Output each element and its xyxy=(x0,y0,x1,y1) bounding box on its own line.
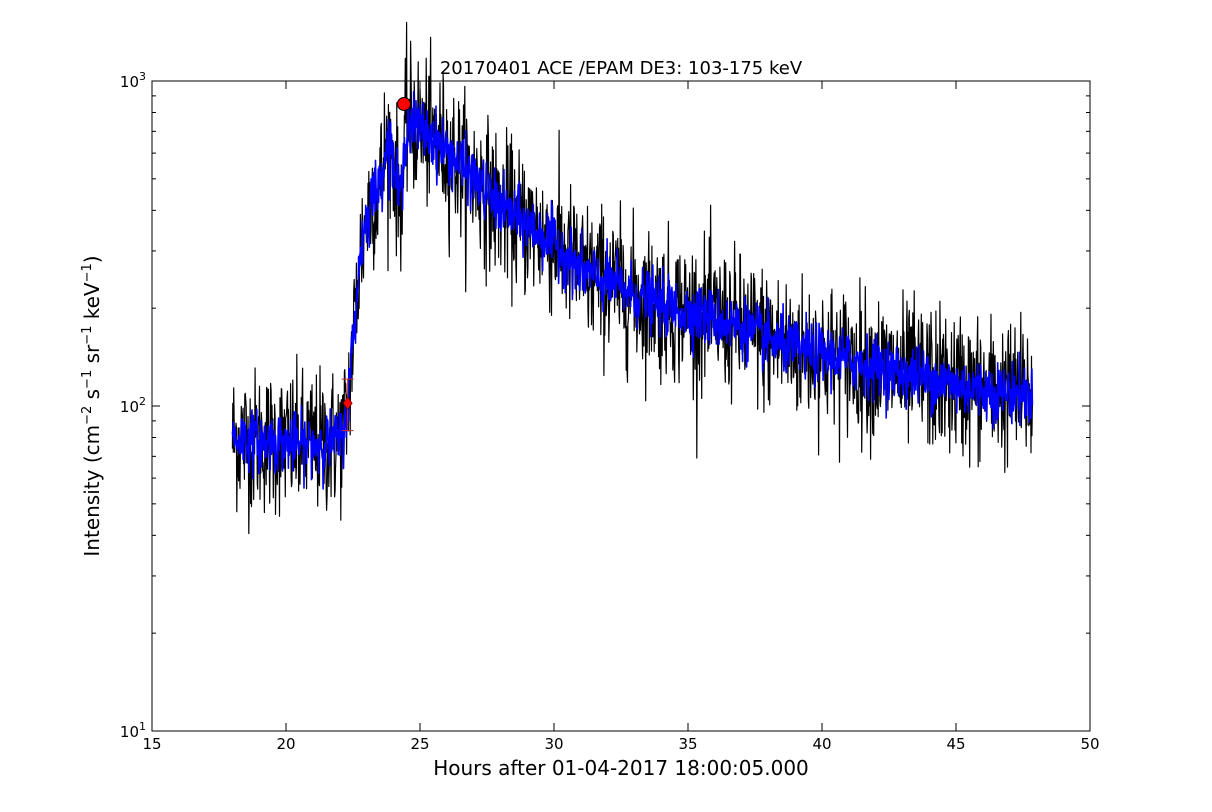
y-axis-label: Intensity (cm−2 s−1 sr−1 keV−1) xyxy=(80,255,104,556)
peak-marker xyxy=(396,96,411,111)
x-tick-label: 50 xyxy=(1080,735,1099,753)
x-axis: 15 20 25 30 35 40 45 50 xyxy=(142,81,1100,753)
y-tick-label: 101 xyxy=(120,720,146,741)
x-tick-label: 35 xyxy=(678,735,697,753)
x-tick-label: 45 xyxy=(946,735,965,753)
marker-layer xyxy=(341,96,411,432)
x-tick-label: 25 xyxy=(410,735,429,753)
y-tick-label: 102 xyxy=(120,395,146,416)
onset-marker xyxy=(342,396,353,410)
y-axis: 101 102 103 xyxy=(120,70,1090,741)
x-tick-label: 40 xyxy=(812,735,831,753)
plot-area xyxy=(231,21,1034,535)
y-tick-label: 103 xyxy=(120,70,146,91)
series-layer xyxy=(231,21,1034,535)
x-tick-label: 20 xyxy=(276,735,295,753)
x-tick-label: 30 xyxy=(544,735,563,753)
series-line-smoothed xyxy=(231,90,1034,490)
x-axis-label: Hours after 01-04-2017 18:00:05.000 xyxy=(433,756,809,780)
chart-title: 20170401 ACE /EPAM DE3: 103-175 keV xyxy=(440,58,803,79)
x-tick-label: 15 xyxy=(142,735,161,753)
series-line-raw-noisy xyxy=(231,21,1033,535)
